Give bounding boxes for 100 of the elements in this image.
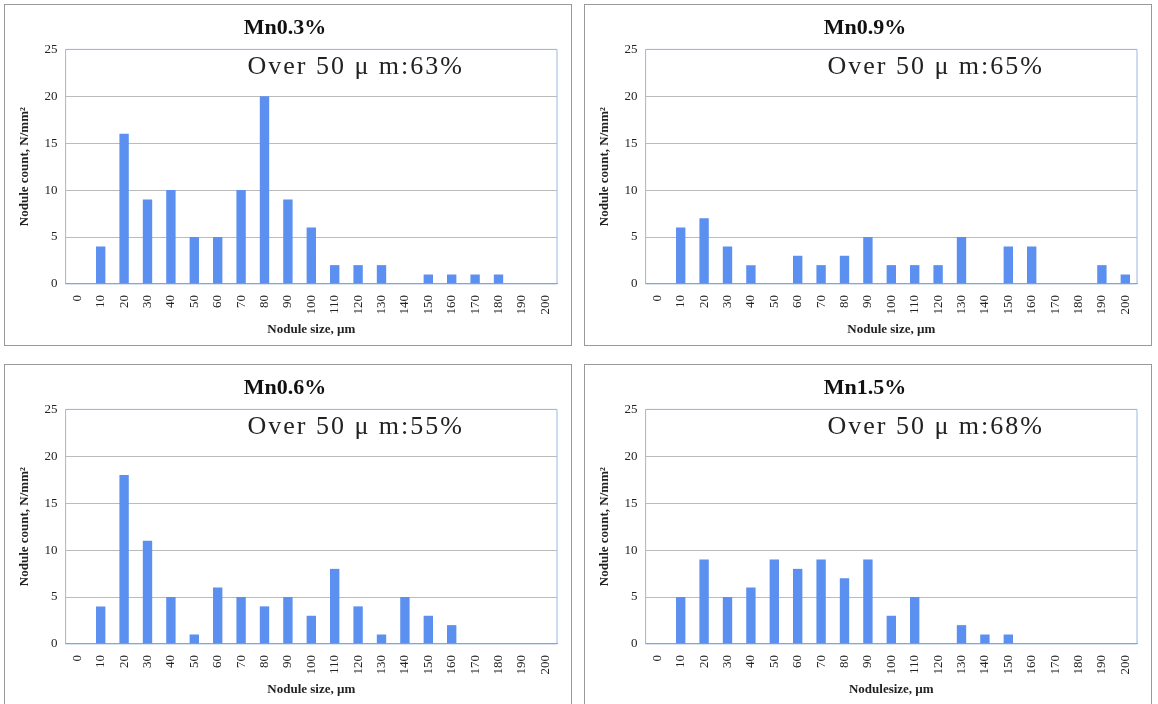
x-tick-label: 140: [396, 294, 412, 315]
bar: [96, 246, 106, 284]
x-tick-label: 10: [672, 294, 688, 308]
x-tick-label: 170: [1046, 294, 1062, 315]
x-tick-label: 40: [162, 654, 178, 668]
x-tick-label: 20: [695, 654, 711, 668]
bar: [793, 255, 803, 284]
x-tick-label: 40: [742, 654, 758, 668]
y-tick-label: 25: [624, 40, 638, 56]
x-tick-label: 200: [536, 654, 552, 675]
x-tick-label: 120: [929, 654, 945, 675]
x-tick-label: 10: [672, 654, 688, 668]
x-tick-label: 0: [68, 294, 84, 302]
y-tick-label: 15: [624, 134, 638, 150]
y-tick-label: 20: [624, 447, 638, 463]
y-tick-label: 0: [631, 275, 638, 291]
bar: [910, 265, 920, 284]
y-axis-title: Nodule count, N/mm²: [16, 107, 32, 227]
x-axis-title: Nodule size, µm: [267, 680, 356, 696]
bar: [1027, 246, 1037, 284]
annotation: Over 50 μ m:55%: [247, 411, 464, 441]
bar: [166, 597, 176, 644]
bar: [283, 199, 293, 284]
x-tick-label: 170: [466, 294, 482, 315]
x-tick-label: 190: [1093, 654, 1109, 675]
x-tick-label: 150: [999, 294, 1015, 315]
y-tick-label: 5: [51, 228, 58, 244]
bar: [166, 190, 176, 284]
y-tick-label: 0: [51, 635, 58, 651]
x-tick-label: 190: [1093, 294, 1109, 315]
x-tick-label: 180: [489, 654, 505, 675]
y-tick-label: 10: [44, 541, 58, 557]
x-tick-label: 20: [695, 294, 711, 308]
x-tick-label: 180: [1069, 654, 1085, 675]
x-tick-label: 10: [92, 654, 108, 668]
x-tick-label: 50: [765, 294, 781, 308]
bar: [816, 559, 826, 644]
y-tick-label: 0: [51, 275, 58, 291]
x-tick-label: 80: [835, 294, 851, 308]
bar: [283, 597, 293, 644]
bar: [746, 265, 756, 284]
bar: [933, 265, 943, 284]
bar: [306, 615, 316, 644]
bar: [259, 606, 270, 644]
x-tick-label: 160: [1023, 654, 1039, 675]
y-tick-label: 15: [624, 494, 638, 510]
chart-title: Mn0.3%: [243, 13, 327, 39]
bar: [142, 199, 153, 284]
bar: [213, 237, 223, 284]
bar: [722, 597, 733, 644]
x-tick-label: 70: [232, 654, 248, 668]
x-tick-label: 60: [209, 654, 225, 668]
x-tick-label: 190: [513, 294, 529, 315]
y-tick-label: 5: [51, 588, 58, 604]
bar: [306, 227, 316, 284]
bar: [676, 227, 686, 284]
bar: [839, 578, 850, 644]
x-tick-label: 60: [209, 294, 225, 308]
bar: [910, 597, 920, 644]
bar: [376, 265, 387, 284]
y-axis-title: Nodule count, N/mm²: [16, 467, 32, 587]
bar: [956, 625, 967, 644]
bar: [236, 597, 246, 644]
x-tick-label: 80: [255, 654, 271, 668]
bar: [816, 265, 826, 284]
bar: [423, 615, 433, 644]
x-tick-label: 180: [489, 294, 505, 315]
y-tick-label: 10: [624, 541, 638, 557]
bar: [676, 597, 686, 644]
x-tick-label: 140: [976, 654, 992, 675]
x-tick-label: 40: [162, 294, 178, 308]
bar: [353, 265, 363, 284]
x-tick-label: 120: [929, 294, 945, 315]
bar: [470, 274, 480, 284]
x-tick-label: 30: [718, 294, 734, 308]
x-tick-label: 90: [279, 294, 295, 308]
bar: [400, 597, 410, 644]
bar: [1003, 246, 1013, 284]
x-tick-label: 30: [718, 654, 734, 668]
bar: [96, 606, 106, 644]
bar: [769, 559, 779, 644]
chart-title: Mn0.6%: [243, 373, 327, 399]
y-tick-label: 15: [44, 134, 58, 150]
bar: [1097, 265, 1107, 284]
x-tick-label: 60: [789, 654, 805, 668]
x-tick-label: 170: [1046, 654, 1062, 675]
x-tick-label: 90: [279, 654, 295, 668]
x-tick-label: 130: [372, 654, 388, 675]
annotation: Over 50 μ m:65%: [827, 51, 1044, 81]
y-tick-label: 20: [624, 87, 638, 103]
x-tick-label: 200: [1116, 294, 1132, 315]
x-tick-label: 70: [232, 294, 248, 308]
bar: [980, 634, 990, 644]
bar: [213, 587, 223, 644]
x-tick-label: 10: [92, 294, 108, 308]
bar: [330, 568, 340, 644]
x-tick-label: 70: [812, 294, 828, 308]
bar: [863, 559, 873, 644]
bar: [839, 255, 850, 284]
x-tick-label: 120: [349, 294, 365, 315]
